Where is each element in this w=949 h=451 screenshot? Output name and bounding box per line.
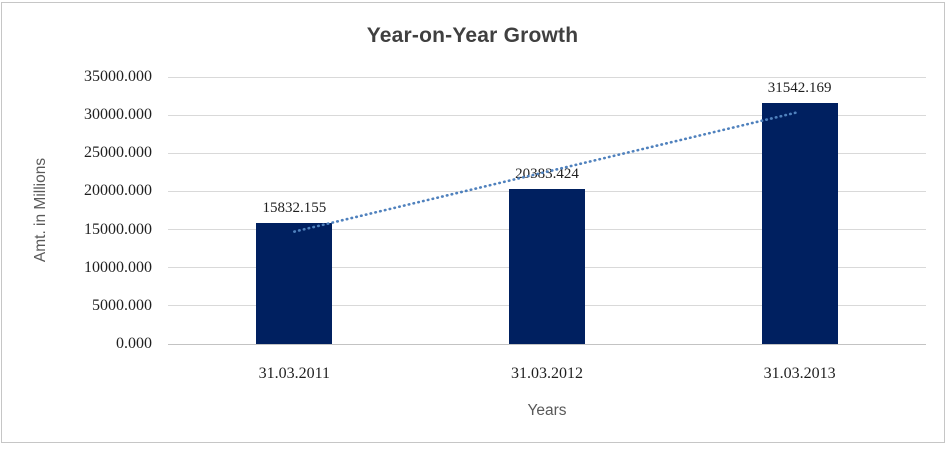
bar bbox=[509, 188, 585, 344]
y-tick-label: 25000.000 bbox=[84, 144, 152, 162]
x-tick-label: 31.03.2012 bbox=[511, 365, 583, 382]
y-tick-label: 20000.000 bbox=[84, 182, 152, 200]
y-tick-label: 5000.000 bbox=[92, 296, 152, 314]
y-tick-label: 15000.000 bbox=[84, 220, 152, 238]
bar-data-label: 20383.424 bbox=[515, 165, 579, 182]
gridline bbox=[168, 76, 926, 78]
y-tick-label: 30000.000 bbox=[84, 106, 152, 124]
bar bbox=[256, 223, 333, 344]
baseline-gridline bbox=[168, 343, 926, 345]
y-tick-label: 35000.000 bbox=[84, 68, 152, 85]
y-tick-label: 0.000 bbox=[116, 335, 152, 352]
chart-title: Year-on-Year Growth bbox=[366, 24, 579, 47]
x-axis-title: Years bbox=[527, 402, 567, 419]
x-tick-label: 31.03.2011 bbox=[258, 365, 331, 382]
bar-data-label: 15832.155 bbox=[262, 200, 327, 217]
bar-data-label: 31542.169 bbox=[767, 80, 832, 97]
x-tick-label: 31.03.2013 bbox=[763, 365, 836, 382]
bar bbox=[761, 103, 838, 344]
y-tick-label: 10000.000 bbox=[84, 258, 152, 276]
